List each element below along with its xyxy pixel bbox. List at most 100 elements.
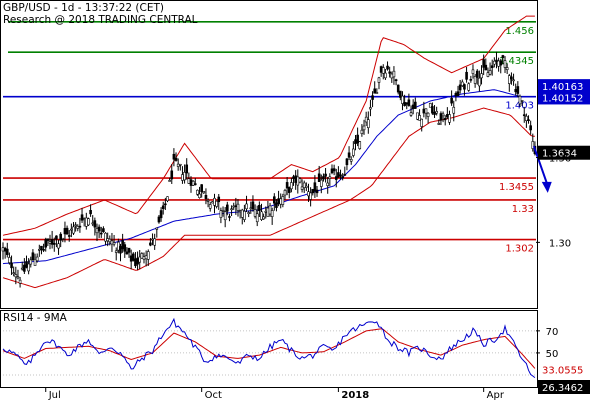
candle-body: [35, 256, 39, 262]
candle-body: [484, 64, 488, 71]
candle-body: [362, 125, 366, 131]
candle-body: [262, 216, 265, 220]
candle-body: [520, 100, 524, 102]
candle-body: [215, 200, 218, 207]
chart-title: GBP/USD - 1d - 13:37:22 (CET): [3, 2, 164, 14]
x-tick-label: 2018: [341, 390, 369, 400]
candle-body: [501, 55, 505, 58]
candle-body: [80, 214, 84, 221]
rsi-tag-box: [538, 380, 590, 395]
candle-body: [228, 216, 231, 218]
candle-body: [488, 70, 492, 75]
candle-body: [25, 261, 28, 268]
candle-body: [450, 97, 453, 104]
level-label: 1.302: [505, 244, 534, 255]
candle-body: [510, 76, 513, 80]
candle-body: [507, 75, 511, 84]
candle-body: [475, 70, 479, 78]
candle-body: [234, 205, 238, 207]
candle-body: [33, 259, 37, 266]
candle-body: [396, 84, 400, 93]
level-label: 1.33: [512, 204, 534, 215]
candle-body: [458, 84, 462, 91]
candle-body: [140, 253, 144, 259]
candle-body: [217, 196, 221, 203]
candle-body: [317, 173, 321, 182]
candle-body: [10, 262, 13, 269]
candle-body: [238, 210, 242, 213]
candle-body: [273, 196, 276, 204]
candle-body: [247, 212, 250, 215]
price-series: [1, 15, 552, 289]
candle-body: [377, 77, 381, 83]
candle-body: [405, 102, 409, 105]
candle-body: [339, 174, 342, 177]
candle-body: [179, 163, 182, 166]
candle-body: [270, 210, 274, 217]
candle-body: [5, 248, 9, 255]
candle-body: [89, 209, 92, 215]
candle-body: [121, 240, 124, 250]
candle-body: [495, 59, 498, 62]
price-tag-box: [538, 90, 590, 105]
candle-body: [146, 251, 150, 260]
candle-body: [97, 226, 101, 232]
candle-body: [134, 258, 137, 267]
candle-body: [527, 119, 530, 122]
candle-body: [102, 228, 105, 232]
candle-body: [294, 175, 297, 183]
candle-body: [478, 77, 481, 87]
candle-body: [324, 173, 327, 177]
candle-body: [155, 227, 159, 230]
candle-body: [298, 178, 302, 183]
candle-body: [123, 244, 127, 252]
candle-body: [14, 274, 18, 278]
rsi-tag-text: 26.3462: [542, 383, 583, 394]
candle-body: [127, 247, 131, 253]
price-tag-box: [538, 145, 590, 160]
candle-body: [149, 242, 152, 246]
candle-body: [74, 224, 77, 227]
candle-body: [3, 247, 7, 252]
candle-body: [18, 279, 22, 284]
candle-body: [531, 141, 535, 149]
rsi-line: [2, 317, 536, 378]
candle-body: [337, 172, 340, 178]
candle-body: [341, 176, 344, 179]
candle-body: [196, 189, 199, 195]
level-label: 1.456: [505, 26, 534, 37]
candle-body: [87, 218, 90, 226]
candle-body: [467, 83, 471, 91]
candle-body: [518, 95, 522, 105]
candle-body: [138, 256, 142, 263]
candle-body: [78, 225, 82, 228]
candle-body: [166, 196, 169, 202]
candle-body: [505, 67, 509, 71]
candle-body: [268, 205, 272, 215]
candle-body: [371, 95, 374, 100]
candle-body: [422, 108, 426, 114]
candle-body: [23, 264, 26, 272]
candle-body: [379, 66, 383, 73]
candle-body: [439, 113, 443, 121]
candle-body: [433, 111, 436, 115]
candle-body: [255, 213, 259, 223]
candle-body: [482, 59, 485, 68]
candle-body: [369, 107, 372, 110]
candle-body: [59, 233, 62, 241]
candle-body: [292, 176, 295, 179]
candle-body: [110, 240, 114, 245]
candle-body: [503, 60, 507, 68]
candle-body: [349, 159, 353, 162]
candle-body: [345, 158, 349, 166]
candle-body: [185, 164, 189, 174]
candle-body: [443, 118, 447, 121]
candle-body: [454, 92, 458, 97]
candle-body: [354, 139, 357, 145]
forecast-arrow-head: [541, 181, 552, 193]
candle-body: [230, 208, 233, 211]
candle-body: [287, 187, 291, 193]
candle-body: [258, 205, 261, 212]
candle-body: [493, 60, 496, 65]
